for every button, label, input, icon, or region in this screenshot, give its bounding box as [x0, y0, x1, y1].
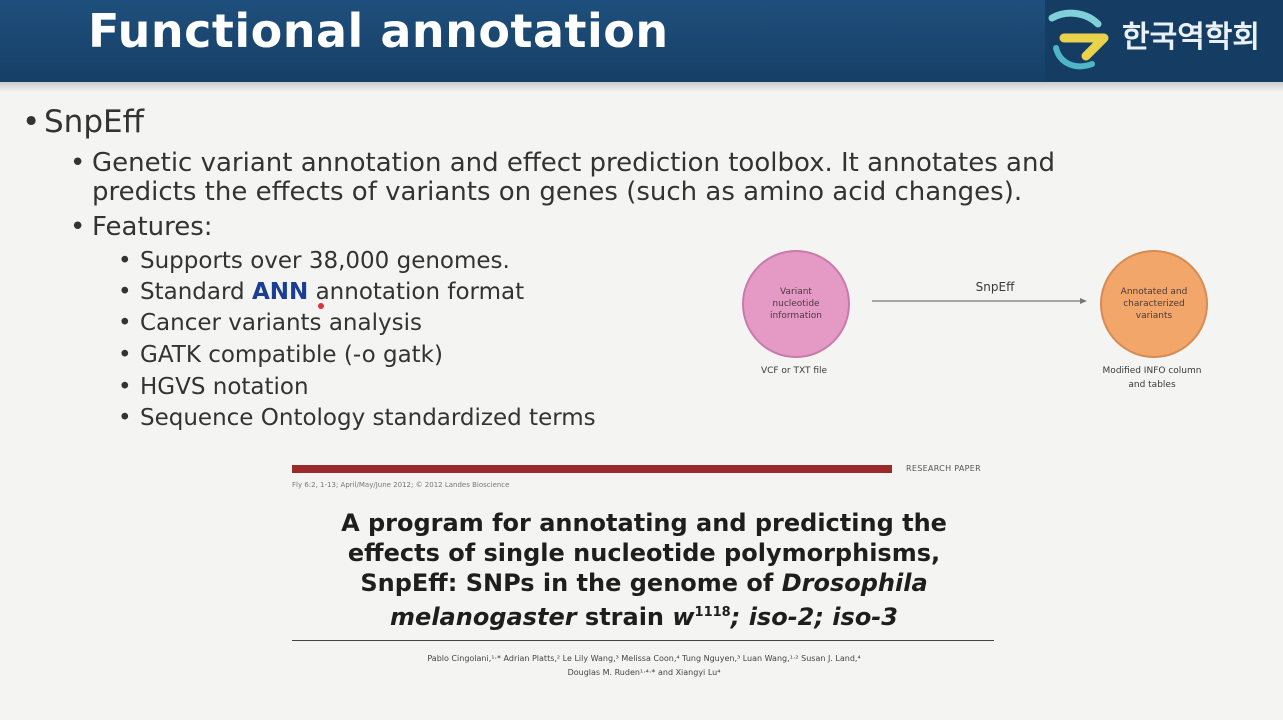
header-shadow	[0, 82, 1283, 92]
features-label: Features:	[92, 212, 213, 242]
bullet-description-cont: predicts the effects of variants on gene…	[92, 177, 1022, 207]
feature-text: Cancer variants analysis	[140, 310, 422, 336]
slide-title: Functional annotation	[88, 4, 669, 58]
feature-item: • Standard ANN annotation format	[118, 279, 525, 305]
description-line-1: Genetic variant annotation and effect pr…	[92, 148, 1055, 178]
laser-pointer-dot	[318, 303, 324, 309]
paper-title-line: A program for annotating and predicting …	[341, 509, 947, 537]
feature-text: HGVS notation	[140, 374, 309, 400]
feature-text: Supports over 38,000 genomes.	[140, 248, 510, 274]
paper-title-line: effects of single nucleotide polymorphis…	[347, 539, 941, 567]
bullet-description: • Genetic variant annotation and effect p…	[70, 148, 1055, 178]
feature-item: • GATK compatible (-o gatk)	[118, 342, 443, 368]
society-logo-icon	[1048, 9, 1109, 70]
feature-text: GATK compatible (-o gatk)	[140, 342, 443, 368]
title-italic: melanogaster	[390, 603, 577, 631]
feature-text: Standard	[140, 279, 252, 305]
arrow-label: SnpEff	[975, 280, 1015, 294]
paper-title-line: melanogaster strain w1118; iso-2; iso-3	[292, 598, 996, 632]
snpeff-flow-diagram: Variant nucleotide information VCF or TX…	[740, 250, 1210, 420]
title-bar: Functional annotation 한국역학회	[0, 0, 1283, 82]
output-circle: Annotated and characterized variants	[1100, 250, 1208, 358]
feature-item: • HGVS notation	[118, 374, 309, 400]
title-italic: Drosophila	[781, 569, 928, 597]
bullet-snpeff: • SnpEff	[22, 104, 144, 140]
output-circle-label: Annotated and characterized variants	[1120, 287, 1188, 321]
paper-title-line: SnpEff: SNPs in the genome of Drosophila	[292, 568, 996, 598]
feature-item: • Cancer variants analysis	[118, 310, 422, 336]
title-superscript: 1118	[694, 605, 731, 620]
input-caption: VCF or TXT file	[760, 366, 828, 376]
bullet-text: SnpEff	[44, 104, 144, 140]
description-line-2: predicts the effects of variants on gene…	[92, 177, 1023, 207]
authors-line: Douglas M. Ruden¹·⁴·* and Xiangyi Lu⁴	[567, 668, 721, 677]
bullet-features: • Features:	[70, 212, 213, 242]
section-tag: RESEARCH PAPER	[906, 464, 981, 473]
feature-item: • Supports over 38,000 genomes.	[118, 248, 510, 274]
ann-highlight: ANN	[251, 279, 309, 305]
title-text: SnpEff: SNPs in the genome of	[360, 569, 782, 597]
output-caption: Modified INFO column and tables	[1102, 366, 1202, 390]
title-italic: ; iso-2; iso-3	[730, 603, 898, 631]
paper-header: RESEARCH PAPER Fly 6:2, 1-13; April/May/…	[292, 462, 996, 692]
authors-line: Pablo Cingolani,¹·* Adrian Platts,² Le L…	[427, 654, 861, 663]
citation: Fly 6:2, 1-13; April/May/June 2012; © 20…	[292, 481, 510, 489]
title-text: strain	[576, 603, 673, 631]
input-circle-label: Variant nucleotide information	[770, 287, 822, 321]
society-logo-text: 한국역학회	[1122, 20, 1260, 55]
input-circle: Variant nucleotide information	[742, 250, 850, 358]
feature-text-suffix: annotation format	[308, 279, 525, 305]
authors: Pablo Cingolani,¹·* Adrian Platts,² Le L…	[292, 652, 996, 680]
feature-text: Sequence Ontology standardized terms	[140, 405, 596, 431]
arrow-right-icon	[872, 298, 1087, 304]
feature-item: • Sequence Ontology standardized terms	[118, 405, 596, 431]
paper-title: A program for annotating and predicting …	[292, 508, 996, 632]
title-italic: w	[672, 603, 695, 631]
journal-bar	[292, 465, 892, 473]
divider	[292, 640, 994, 641]
